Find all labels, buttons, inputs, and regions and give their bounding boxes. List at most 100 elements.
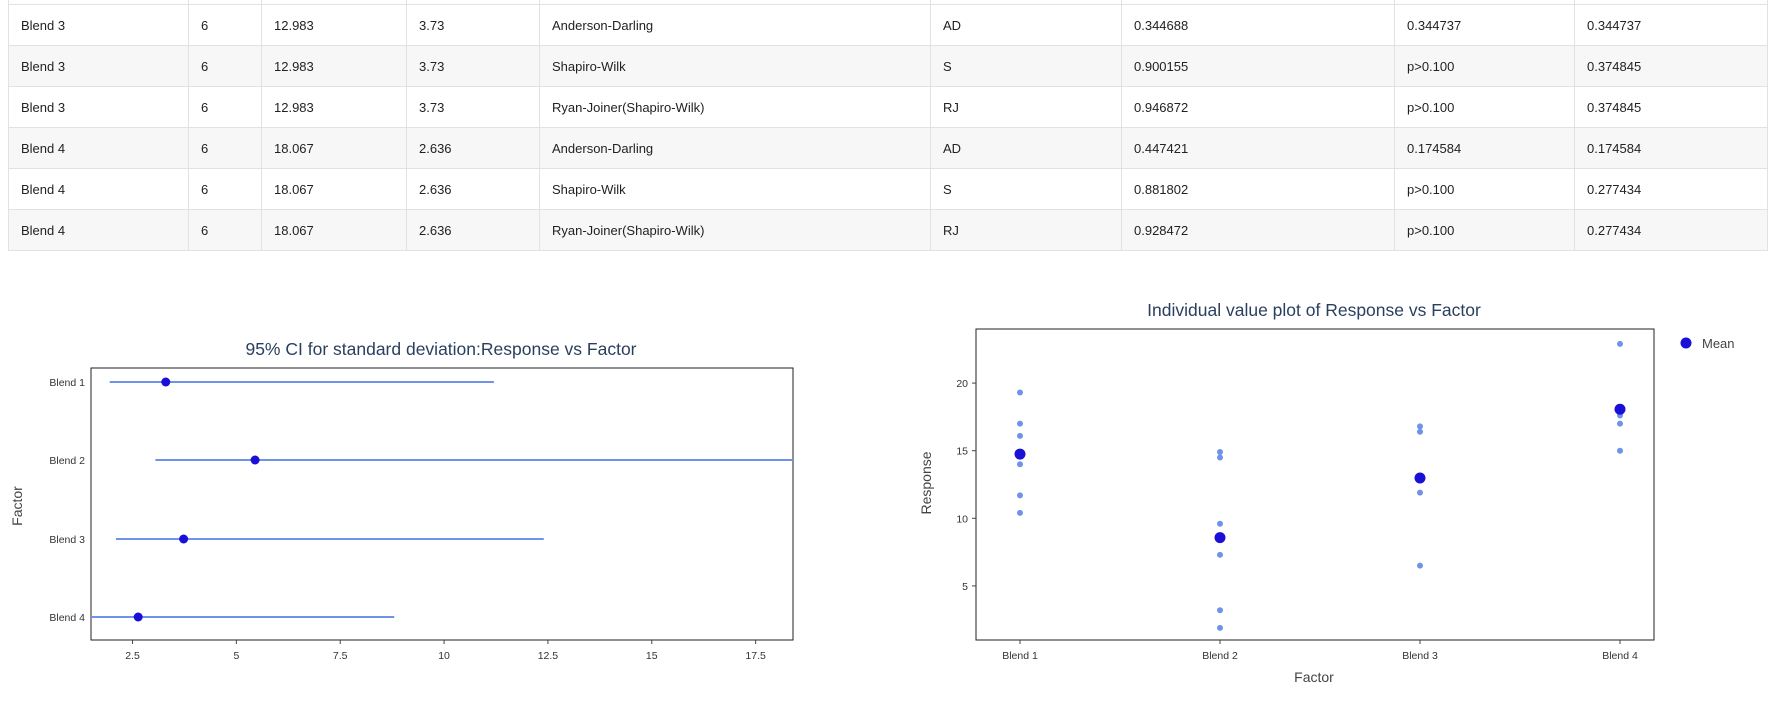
table-cell: 0.344737 (1574, 4, 1768, 46)
table-cell: Blend 3 (8, 45, 189, 87)
iv-chart-y-axis-label: Response (918, 451, 934, 514)
iv-y-tick-label: 15 (956, 446, 968, 458)
table-cell: 6 (188, 168, 262, 210)
table-cell: 3.73 (406, 86, 540, 128)
iv-data-point (1617, 340, 1623, 347)
table-cell: Ryan-Joiner(Shapiro-Wilk) (539, 86, 931, 128)
table-cell: Blend 4 (8, 127, 189, 169)
table-cell: 12.983 (261, 45, 407, 87)
table-cell: RJ (930, 209, 1122, 251)
ci-x-tick-label: 2.5 (125, 650, 140, 662)
table-cell: p>0.100 (1394, 45, 1575, 87)
table-cell: 0.174584 (1394, 127, 1575, 169)
legend-mean-marker (1680, 337, 1692, 349)
iv-data-point (1417, 562, 1423, 569)
ci-x-tick-label: 7.5 (333, 650, 348, 662)
iv-y-tick-label: 5 (962, 581, 968, 593)
iv-y-tick-label: 10 (956, 513, 968, 525)
table-cell: 18.067 (261, 127, 407, 169)
table-cell: AD (930, 4, 1122, 46)
iv-data-point (1417, 428, 1423, 435)
iv-mean-point (1014, 448, 1026, 460)
table-cell: 0.374845 (1574, 86, 1768, 128)
table-cell: 6 (188, 86, 262, 128)
ci-category-tick-label: Blend 3 (49, 534, 85, 546)
ci-estimate-point (133, 612, 143, 622)
ci-estimate-point (250, 455, 260, 465)
table-row: Blend 4 6 18.067 2.636 Ryan-Joiner(Shapiro-W… (8, 209, 1768, 251)
table-cell: 0.946872 (1121, 86, 1395, 128)
iv-chart-x-axis-label: Factor (1294, 669, 1334, 685)
results-table-container: Blend 3 6 12.983 3.73 Anderson-Darling AD 0.34… (8, 0, 1768, 251)
ci-category-tick-label: Blend 4 (49, 612, 85, 624)
ci-category-tick-label: Blend 1 (49, 377, 85, 389)
iv-mean-point (1614, 403, 1626, 415)
table-cell: 0.277434 (1574, 168, 1768, 210)
iv-mean-point (1414, 472, 1426, 484)
legend-mean-label: Mean (1702, 336, 1735, 351)
iv-data-point (1417, 489, 1423, 496)
table-cell: 0.900155 (1121, 45, 1395, 87)
table-cell: p>0.100 (1394, 209, 1575, 251)
iv-data-point (1217, 551, 1223, 558)
iv-plot-area (975, 328, 1655, 641)
table-cell: S (930, 168, 1122, 210)
iv-legend: Mean (1680, 336, 1735, 351)
table-cell: 0.374845 (1574, 45, 1768, 87)
iv-category-tick-label: Blend 3 (1402, 650, 1438, 662)
iv-category-tick-label: Blend 2 (1202, 650, 1238, 662)
ci-x-tick-label: 12.5 (538, 650, 559, 662)
iv-data-point (1017, 509, 1023, 516)
iv-data-point (1217, 624, 1223, 631)
ci-std-dev-chart: 95% CI for standard deviation:Response v… (9, 339, 794, 662)
table-cell: 12.983 (261, 4, 407, 46)
ci-x-tick-label: 15 (646, 650, 658, 662)
table-cell: 6 (188, 45, 262, 87)
table-cell: Blend 3 (8, 86, 189, 128)
table-cell: 3.73 (406, 45, 540, 87)
table-row: Blend 4 6 18.067 2.636 Anderson-Darling AD 0.4… (8, 127, 1768, 169)
table-cell: Blend 4 (8, 209, 189, 251)
iv-mean-point (1214, 532, 1226, 544)
iv-data-point (1017, 492, 1023, 499)
table-cell: 3.73 (406, 4, 540, 46)
table-cell: RJ (930, 86, 1122, 128)
table-cell: 12.983 (261, 86, 407, 128)
table-cell: 18.067 (261, 209, 407, 251)
iv-y-tick-label: 20 (956, 378, 968, 390)
table-cell: Shapiro-Wilk (539, 168, 931, 210)
normality-test-table: Blend 3 6 12.983 3.73 Anderson-Darling AD 0.34… (8, 0, 1768, 251)
iv-data-point (1217, 607, 1223, 614)
iv-chart-title: Individual value plot of Response vs Fac… (1147, 300, 1481, 320)
table-cell: 6 (188, 4, 262, 46)
table-cell: Ryan-Joiner(Shapiro-Wilk) (539, 209, 931, 251)
table-cell: AD (930, 127, 1122, 169)
table-row: Blend 4 6 18.067 2.636 Shapiro-Wilk S 0.881802… (8, 168, 1768, 210)
table-cell: Anderson-Darling (539, 127, 931, 169)
table-cell: 0.344688 (1121, 4, 1395, 46)
iv-data-point (1017, 389, 1023, 396)
table-cell: 2.636 (406, 209, 540, 251)
ci-chart-y-axis-label: Factor (9, 486, 25, 526)
table-cell: 0.277434 (1574, 209, 1768, 251)
iv-data-point (1017, 420, 1023, 427)
iv-data-point (1017, 432, 1023, 439)
table-cell: 0.447421 (1121, 127, 1395, 169)
table-cell: p>0.100 (1394, 168, 1575, 210)
table-cell: 0.881802 (1121, 168, 1395, 210)
table-cell: 2.636 (406, 168, 540, 210)
table-cell: 18.067 (261, 168, 407, 210)
table-cell: 6 (188, 127, 262, 169)
table-cell: 6 (188, 209, 262, 251)
iv-data-point (1217, 520, 1223, 527)
table-cell: 0.928472 (1121, 209, 1395, 251)
table-row: Blend 3 6 12.983 3.73 Ryan-Joiner(Shapiro-Wi… (8, 86, 1768, 128)
ci-chart-title: 95% CI for standard deviation:Response v… (245, 339, 636, 359)
table-row: Blend 3 6 12.983 3.73 Anderson-Darling AD 0.34… (8, 4, 1768, 46)
iv-data-point (1217, 449, 1223, 456)
iv-data-point (1617, 447, 1623, 454)
iv-data-point (1217, 454, 1223, 461)
table-cell: 2.636 (406, 127, 540, 169)
ci-category-tick-label: Blend 2 (49, 455, 85, 467)
iv-data-point (1617, 420, 1623, 427)
